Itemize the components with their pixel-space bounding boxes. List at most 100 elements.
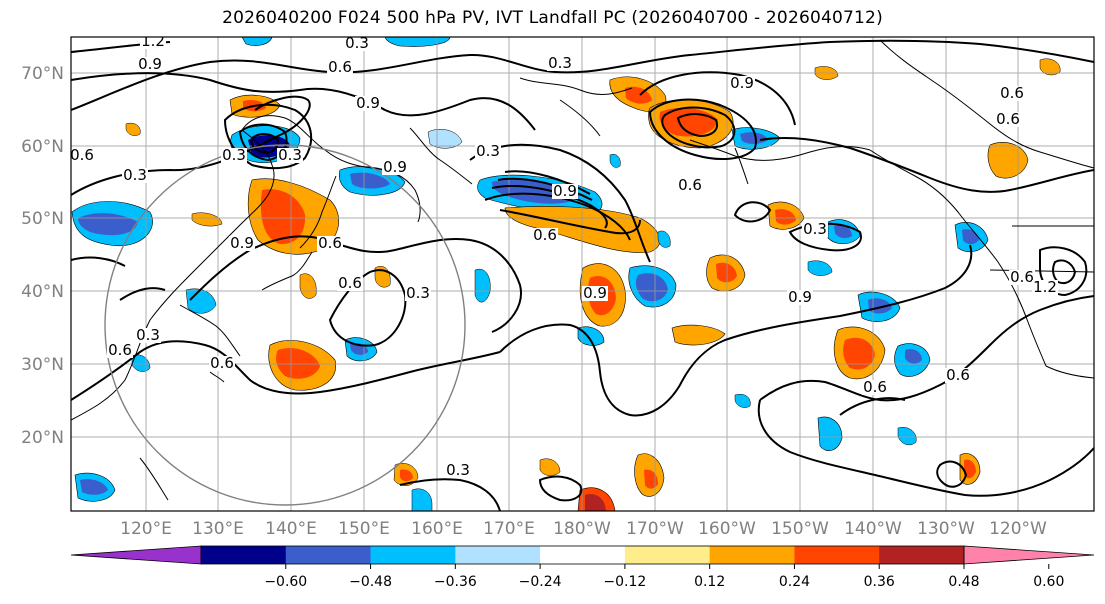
colorbar-frame [200, 545, 965, 565]
contour-label: 0.6 [946, 366, 970, 384]
negative-anomaly-region [185, 288, 217, 314]
contour-label-background [729, 76, 755, 91]
contour-label-background [547, 56, 573, 71]
longitude-label: 130°W [917, 519, 975, 539]
map-border [70, 36, 1095, 512]
pv-contour [399, 478, 501, 511]
pv-contour [759, 137, 1094, 193]
negative-anomaly-region [350, 172, 390, 189]
contour-label-background [995, 112, 1021, 127]
latitude-label: 30°N [21, 355, 64, 375]
contour-label: 0.3 [136, 326, 160, 344]
pv-contour [250, 133, 280, 154]
contour-label: 0.6 [318, 234, 342, 252]
latitude-labels: 70°N 60°N 50°N 40°N 30°N 20°N [21, 64, 64, 448]
negative-anomaly-region [807, 260, 833, 276]
contour-label-background [677, 178, 703, 193]
pv-contour [648, 98, 757, 160]
contour-label: 0.9 [788, 288, 812, 306]
longitude-label: 160°E [411, 519, 463, 539]
contour-label-background [344, 37, 370, 51]
pv-contour [676, 113, 718, 138]
contour-label: 0.6 [108, 341, 132, 359]
contour-label-background [122, 168, 148, 183]
negative-anomaly-region [609, 154, 621, 168]
contour-label-background [1032, 280, 1058, 295]
pv-contour [71, 340, 501, 401]
contour-label-background [382, 160, 408, 175]
map-title: 2026040200 F024 500 hPa PV, IVT Landfall… [222, 8, 883, 28]
pv-contour [733, 201, 772, 223]
contour-label-background [582, 286, 608, 301]
negative-anomaly-region [657, 230, 671, 248]
latitude-label: 40°N [21, 282, 64, 302]
negative-anomaly-region [80, 479, 108, 495]
contour-label-background [337, 276, 363, 291]
colorbar-segment [879, 546, 965, 564]
colorbar-segment [455, 546, 541, 564]
contour-label: 0.6 [863, 378, 887, 396]
pv-contour [497, 177, 593, 201]
contour-label: 0.9 [553, 182, 577, 200]
contour-label-background [1009, 270, 1035, 285]
colorbar-segment [370, 546, 456, 564]
positive-anomaly-region [191, 212, 223, 227]
contour-label: 0.9 [583, 284, 607, 302]
contour-label-background [945, 368, 971, 383]
colorbar-segment [709, 546, 795, 564]
contour-label-background [999, 86, 1025, 101]
contour-label: 0.3 [803, 220, 827, 238]
negative-anomaly-region [384, 37, 451, 47]
contour-label-background [317, 236, 343, 251]
colorbar-tick-label: −0.36 [434, 574, 477, 590]
negative-anomaly-region [897, 427, 917, 446]
contour-label: 1.2 [141, 32, 165, 50]
longitude-label: 130°E [192, 519, 244, 539]
contour-label-background [475, 144, 501, 159]
colorbar-segment [794, 546, 880, 564]
colorbar-tick-label: −0.12 [603, 574, 646, 590]
contour-label: 0.9 [230, 234, 254, 252]
contour-label-background [862, 380, 888, 395]
contour-label-background [71, 148, 95, 163]
contour-label: 1.2 [1033, 278, 1057, 296]
longitude-label: 140°E [265, 519, 317, 539]
contour-label: 0.9 [383, 158, 407, 176]
contour-label-background [137, 57, 163, 72]
positive-anomaly-region [539, 458, 561, 476]
contour-label-background [405, 286, 431, 301]
longitude-label: 120°W [989, 519, 1047, 539]
longitude-label: 140°W [844, 519, 902, 539]
colorbar-segment [540, 546, 626, 564]
negative-anomaly-region [817, 416, 843, 451]
colorbar-segment [624, 546, 711, 564]
contour-label: 0.3 [446, 461, 470, 479]
contour-label: 0.6 [338, 274, 362, 292]
longitude-label: 170°W [626, 519, 684, 539]
pv-contour [661, 106, 736, 149]
positive-anomaly-region [400, 469, 413, 482]
contour-label-background [802, 222, 828, 237]
negative-anomaly-region [834, 225, 852, 239]
contour-label: 0.6 [533, 226, 557, 244]
contour-label: 0.9 [730, 74, 754, 92]
positive-anomaly-region [299, 273, 317, 299]
pv-contour [839, 397, 906, 416]
contour-label: 0.3 [222, 146, 246, 164]
contour-label: 0.6 [678, 176, 702, 194]
negative-anomaly-region [868, 298, 892, 314]
colorbar-tick-label: 0.24 [779, 574, 810, 590]
colorbar-extend-high [963, 545, 1095, 565]
pv-contour [499, 209, 641, 235]
pv-contour [499, 244, 973, 417]
contour-label: 0.6 [328, 58, 352, 76]
pv-contour [1052, 259, 1077, 285]
contour-label: 0.3 [406, 284, 430, 302]
pv-contour [936, 460, 968, 488]
negative-anomaly-region [734, 394, 751, 408]
contour-label: 0.6 [70, 146, 94, 164]
pv-contour [504, 170, 591, 195]
contour-label-background [107, 343, 133, 358]
latitude-label: 20°N [21, 428, 64, 448]
